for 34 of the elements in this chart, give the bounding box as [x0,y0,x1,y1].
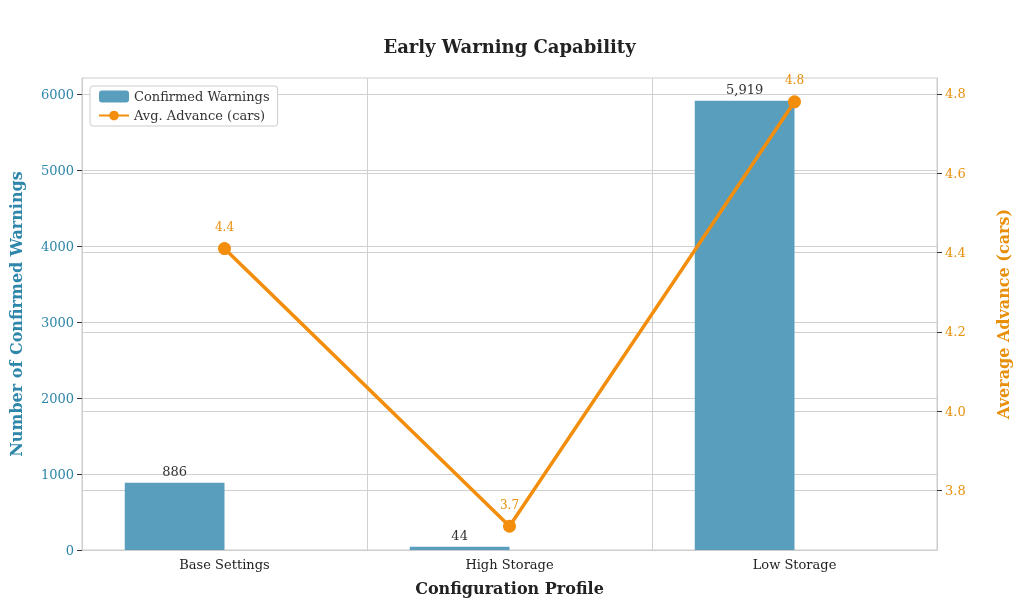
data-label: 44 [451,527,468,543]
y2-tick-label: 4.2 [945,324,966,340]
bar [409,546,510,550]
data-label: 4.8 [784,73,805,88]
data-label: 3.7 [499,497,520,512]
y-tick-label: 6000 [40,87,74,103]
x-tick-label: Base Settings [179,557,270,572]
y-tick-label: 2000 [40,390,74,406]
y2-tick-label: 3.8 [945,483,966,498]
point [218,242,231,256]
y2-tick-label: 4.4 [945,245,966,261]
data-label: 4.4 [214,220,235,235]
legend-label: Avg. Advance (cars) [133,108,266,123]
legend-label: Confirmed Warnings [134,89,270,104]
y2-tick-label: 4.0 [945,403,966,419]
chart-title: Early Warning Capability [383,35,637,57]
point [788,95,801,109]
x-tick-label: Low Storage [752,557,837,572]
y2-tick-label: 4.8 [945,86,966,102]
y2-axis-title: Average Advance (cars) [993,208,1013,421]
y-tick-label: 5000 [40,163,74,179]
y-tick-label: 3000 [40,314,74,330]
x-axis-title: Configuration Profile [415,578,604,598]
y2-tick-label: 4.6 [945,165,966,181]
y-axis-title: Number of Confirmed Warnings [6,171,26,457]
x-tick-label: High Storage [465,557,554,572]
y-tick-label: 0 [65,542,74,558]
y-tick-label: 4000 [40,238,74,254]
data-label: 5,919 [726,81,764,97]
bar [694,100,795,550]
y-tick-label: 1000 [40,466,74,482]
point [503,519,516,533]
data-label: 886 [162,463,188,479]
bar [124,482,225,550]
